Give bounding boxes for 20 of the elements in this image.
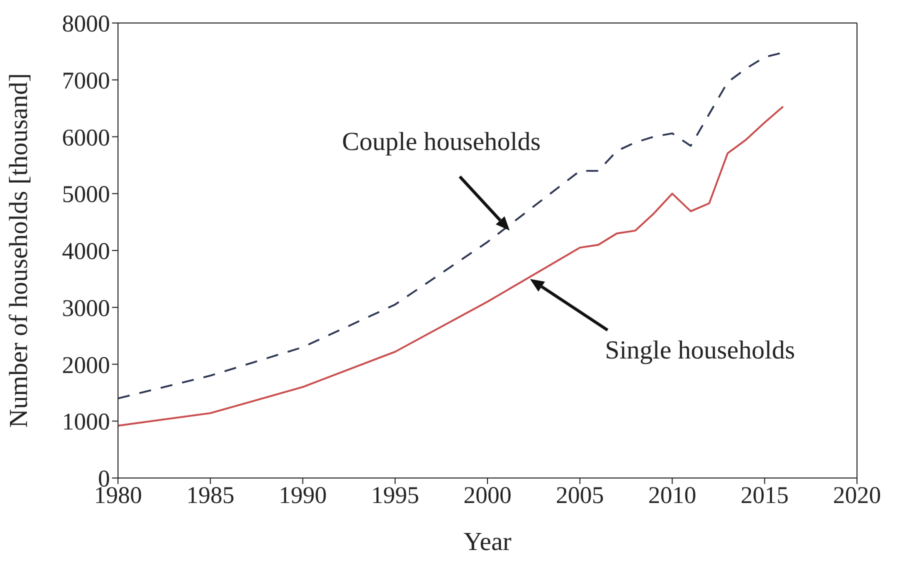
y-tick-label: 6000	[62, 125, 110, 152]
x-tick-label: 1985	[186, 483, 234, 510]
y-tick-label: 1000	[62, 410, 110, 436]
annotation: Single households	[604, 336, 795, 365]
y-tick-label: 8000	[62, 12, 110, 38]
x-tick-label: 2005	[556, 483, 604, 510]
x-tick-label: 2020	[833, 483, 881, 510]
y-tick-label: 7000	[62, 68, 110, 94]
x-tick-label: 1995	[371, 483, 420, 510]
y-tick-label: 2000	[62, 352, 110, 379]
x-tick-label: 1990	[278, 483, 327, 510]
x-tick-label: 2000	[464, 483, 512, 510]
x-tick-label: 2015	[740, 483, 789, 510]
x-tick-label: 2010	[648, 483, 696, 510]
y-tick-label: 5000	[62, 182, 110, 208]
y-axis-title: Number of households [thousand]	[4, 73, 34, 428]
annotation: Couple households	[342, 126, 541, 156]
y-tick-label: 4000	[62, 239, 110, 266]
y-tick-label: 3000	[62, 296, 110, 322]
x-axis-title: Year	[464, 527, 512, 556]
